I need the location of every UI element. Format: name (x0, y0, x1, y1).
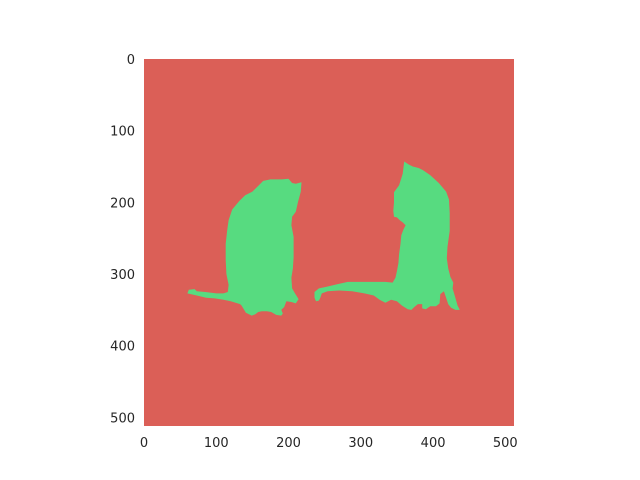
y-tick-label: 500 (110, 411, 135, 426)
x-tick-label: 400 (421, 436, 446, 451)
x-tick-label: 100 (204, 436, 229, 451)
mask-regions (187, 161, 460, 316)
x-ticks: 0 100 200 300 400 500 (140, 436, 518, 451)
y-tick-label: 100 (110, 125, 135, 140)
x-tick-label: 500 (493, 436, 518, 451)
cat-region-1 (187, 178, 302, 316)
y-ticks: 0 100 200 300 400 500 (110, 53, 135, 426)
x-tick-label: 300 (348, 436, 373, 451)
cat-region-2 (314, 161, 460, 310)
y-tick-label: 300 (110, 268, 135, 283)
x-tick-label: 0 (140, 436, 148, 451)
x-tick-label: 200 (276, 436, 301, 451)
y-tick-label: 200 (110, 196, 135, 211)
image-background (144, 59, 514, 426)
y-tick-label: 400 (110, 340, 135, 355)
y-tick-label: 0 (127, 53, 135, 68)
